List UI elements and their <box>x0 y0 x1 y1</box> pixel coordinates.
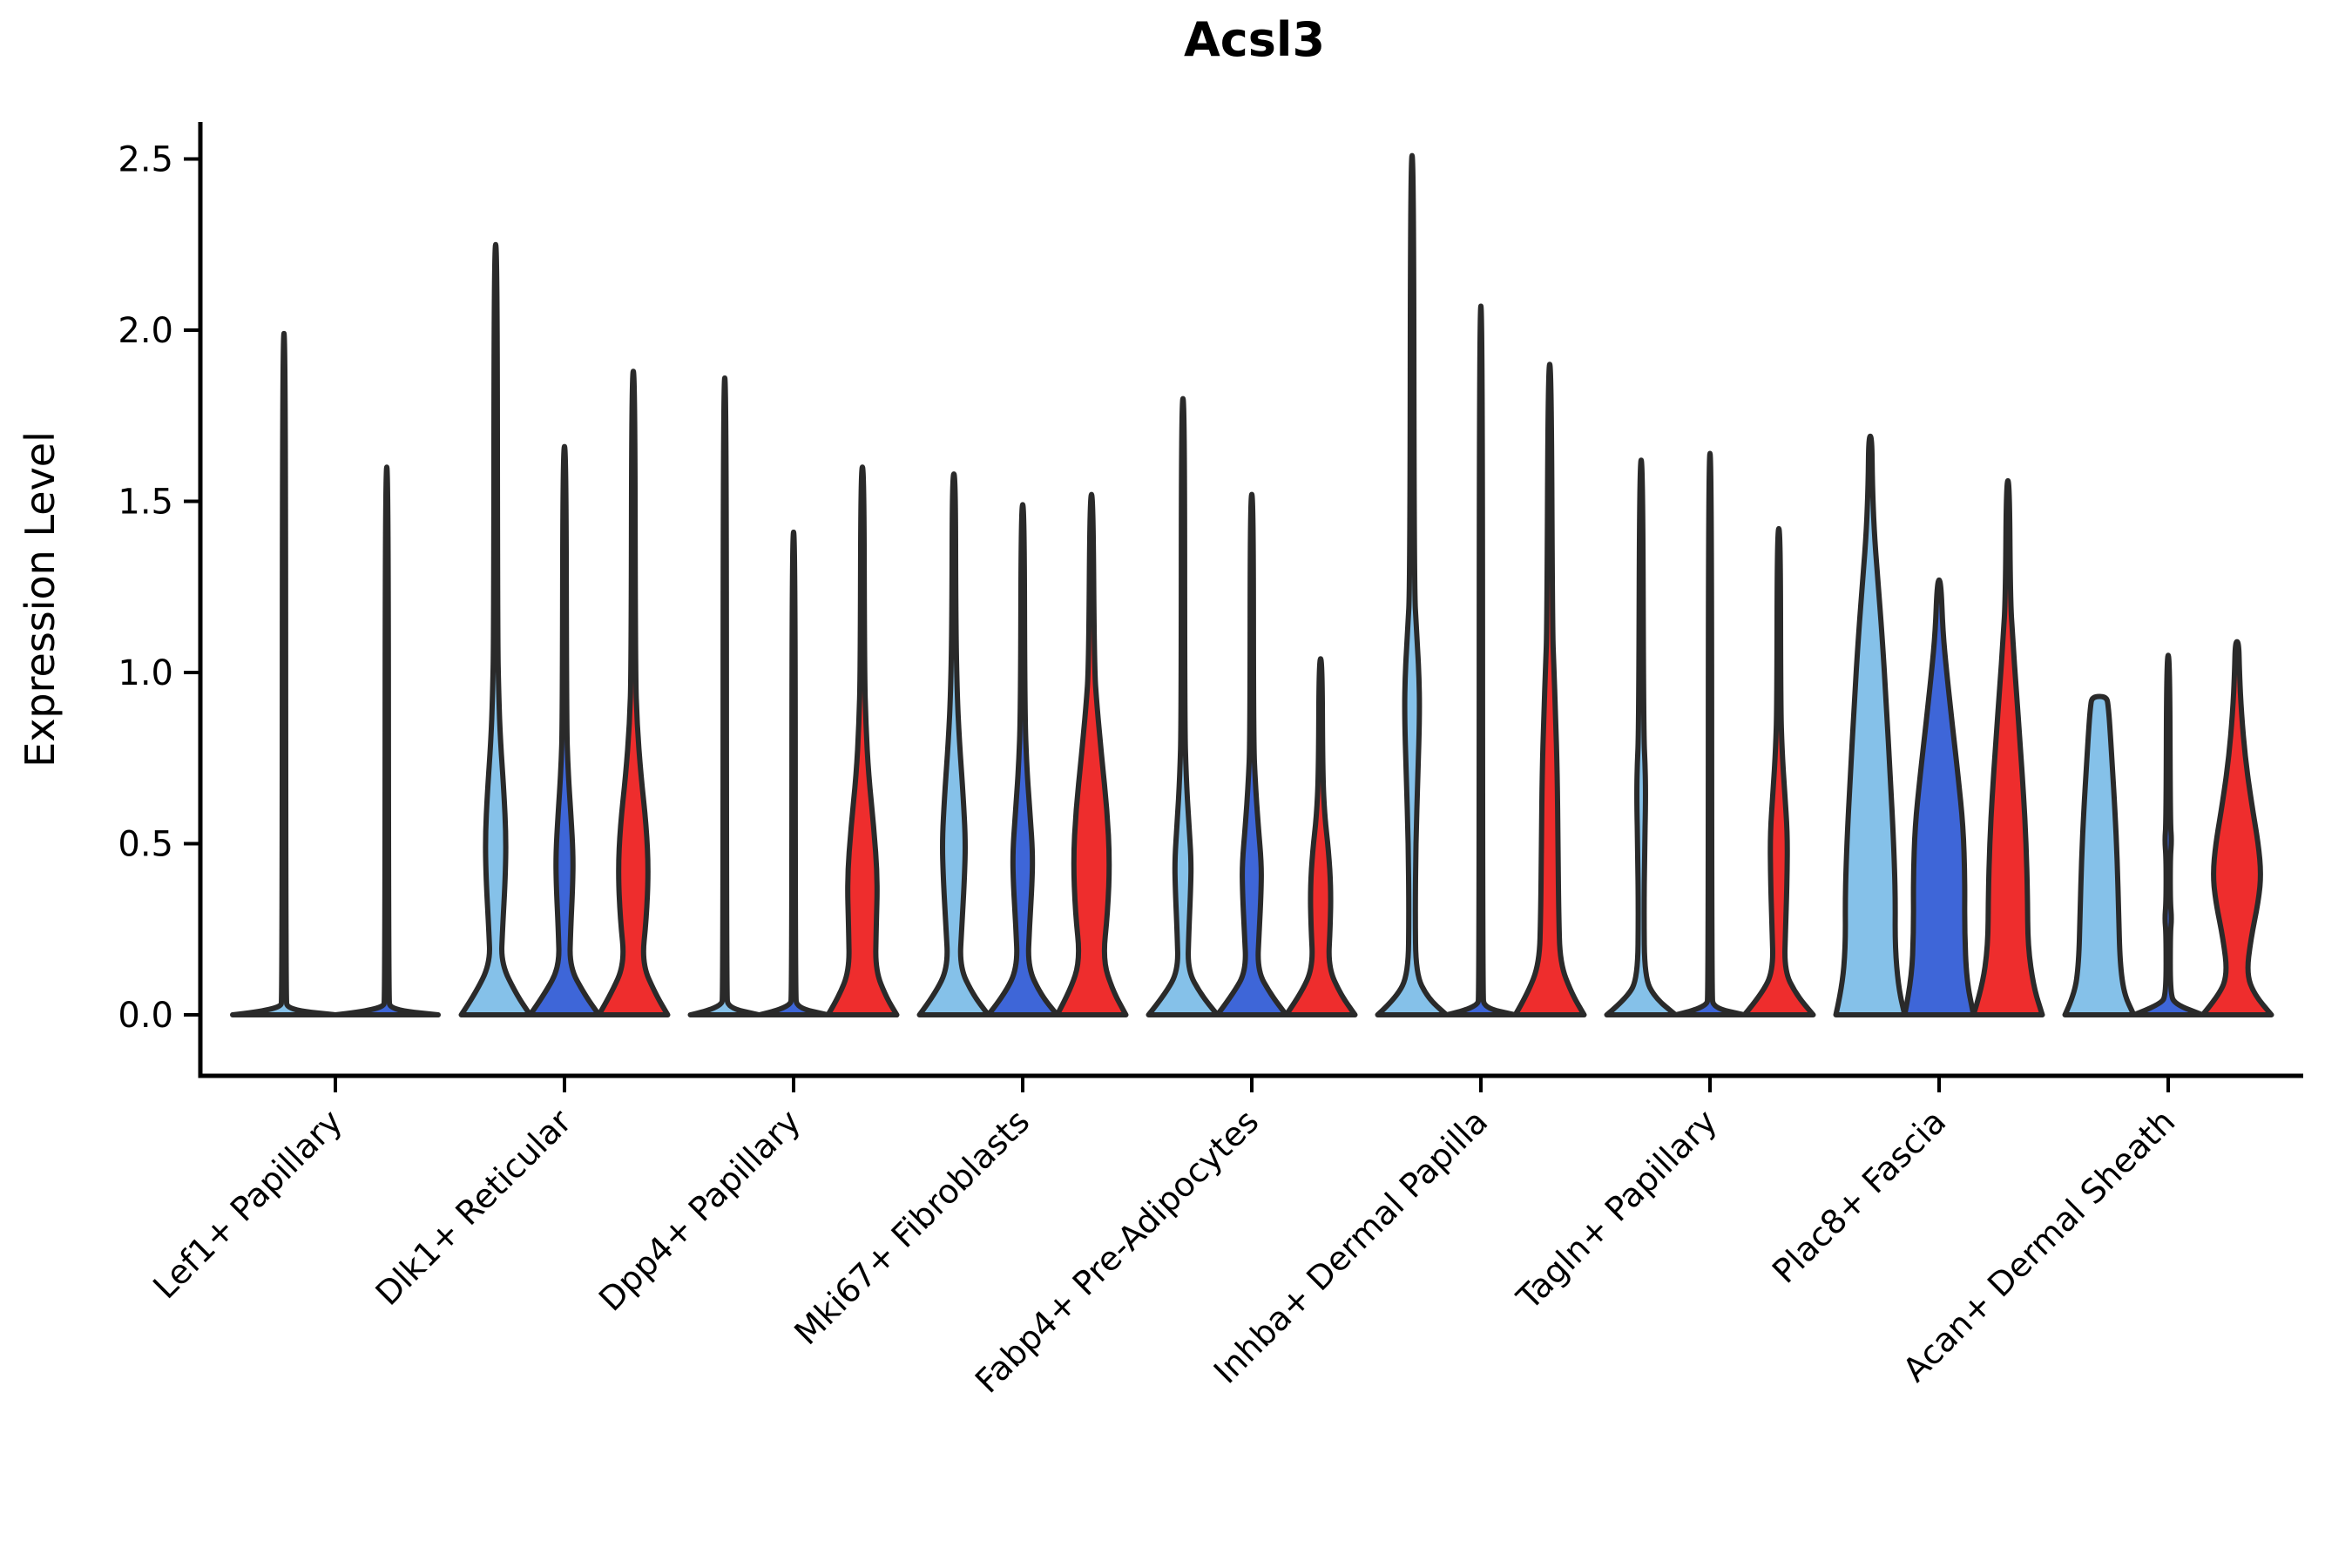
x-tick-label: Acan+ Dermal Sheath <box>1896 1102 2182 1389</box>
y-tick-label: 1.0 <box>118 653 173 693</box>
violin-mki67-fibroblasts-red <box>1054 491 1129 1017</box>
x-tick-label: Dpp4+ Papillary <box>591 1102 808 1318</box>
violin-lef1-papillary-light-blue <box>230 330 338 1017</box>
violin-fabp4-pre-adipocytes-red <box>1283 656 1358 1017</box>
violin-plac8-fascia-dark-blue <box>1902 577 1977 1017</box>
violin-acan-dermal-sheath-red <box>2200 639 2274 1017</box>
violin-lef1-papillary-dark-blue <box>333 464 441 1017</box>
violin-dlk1-reticular-dark-blue <box>527 443 602 1017</box>
violin-dlk1-reticular-light-blue <box>458 241 533 1017</box>
violin-inhba-dermal-papilla-dark-blue <box>1443 303 1518 1017</box>
violins-layer <box>230 152 2274 1017</box>
violin-dlk1-reticular-red <box>596 368 671 1017</box>
violin-inhba-dermal-papilla-red <box>1512 362 1587 1017</box>
violin-plac8-fascia-red <box>1970 477 2045 1017</box>
chart-title: Acsl3 <box>1184 12 1325 67</box>
y-tick-label: 2.0 <box>118 311 173 351</box>
violin-plac8-fascia-light-blue <box>1833 433 1908 1017</box>
violin-acan-dermal-sheath-light-blue <box>2062 693 2137 1017</box>
y-tick-label: 2.5 <box>118 140 173 180</box>
violin-dpp4-papillary-dark-blue <box>756 529 831 1017</box>
x-tick-label: Lef1+ Papillary <box>145 1102 349 1306</box>
violin-tagln-papillary-light-blue <box>1604 457 1679 1017</box>
violin-mki67-fibroblasts-light-blue <box>916 471 991 1017</box>
violin-tagln-papillary-dark-blue <box>1673 450 1747 1017</box>
x-tick-label: Mki67+ Fibroblasts <box>787 1102 1037 1352</box>
violin-fabp4-pre-adipocytes-dark-blue <box>1214 491 1289 1017</box>
y-axis-label: Expression Level <box>17 431 64 767</box>
violin-dpp4-papillary-light-blue <box>687 375 762 1017</box>
violin-acan-dermal-sheath-dark-blue <box>2131 652 2206 1017</box>
violin-dpp4-papillary-red <box>825 464 900 1017</box>
violin-fabp4-pre-adipocytes-light-blue <box>1146 395 1220 1017</box>
violin-mki67-fibroblasts-dark-blue <box>985 502 1060 1017</box>
axes-layer: 0.0 0.5 1.0 1.5 2.0 2.5 Lef1+ Papillary Dlk1+ R… <box>118 122 2303 1401</box>
violin-tagln-papillary-red <box>1741 525 1816 1017</box>
y-tick-label: 0.5 <box>118 825 173 865</box>
x-tick-label: Tagln+ Papillary <box>1509 1102 1724 1317</box>
violin-inhba-dermal-papilla-light-blue <box>1375 152 1450 1017</box>
x-tick-label: Dlk1+ Reticular <box>368 1102 579 1313</box>
y-tick-label: 0.0 <box>118 996 173 1036</box>
y-tick-label: 1.5 <box>118 483 173 523</box>
x-tick-label: Plac8+ Fascia <box>1765 1102 1953 1290</box>
